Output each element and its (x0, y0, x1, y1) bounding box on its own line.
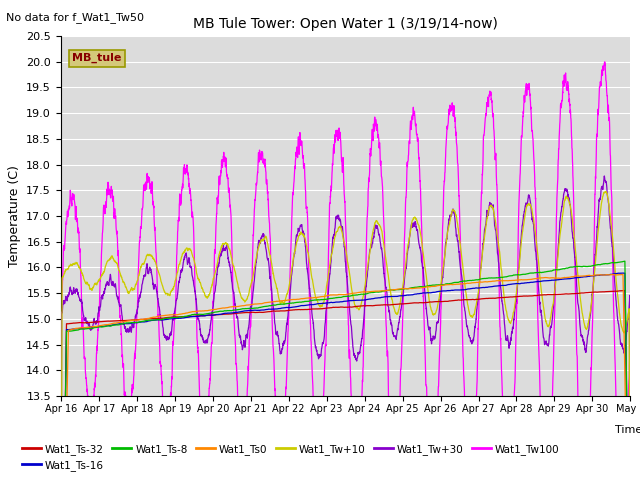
Legend: Wat1_Ts-32, Wat1_Ts-16, Wat1_Ts-8, Wat1_Ts0, Wat1_Tw+10, Wat1_Tw+30, Wat1_Tw100: Wat1_Ts-32, Wat1_Ts-16, Wat1_Ts-8, Wat1_… (18, 439, 563, 475)
Y-axis label: Temperature (C): Temperature (C) (8, 165, 20, 267)
Text: MB_tule: MB_tule (72, 53, 122, 63)
Title: MB Tule Tower: Open Water 1 (3/19/14-now): MB Tule Tower: Open Water 1 (3/19/14-now… (193, 17, 498, 31)
Text: No data for f_Wat1_Tw50: No data for f_Wat1_Tw50 (6, 12, 145, 23)
X-axis label: Time: Time (614, 425, 640, 435)
